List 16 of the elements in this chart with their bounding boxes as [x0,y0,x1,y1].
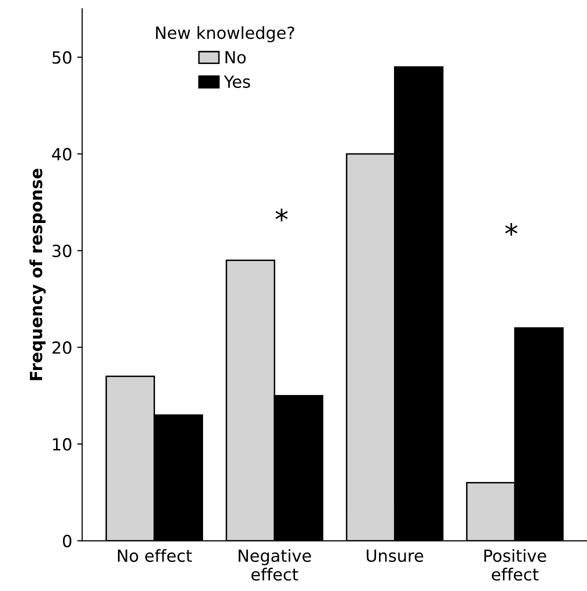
annotation: * [275,208,288,222]
x-tick-label: No effect [118,549,192,562]
legend-title: New knowledge? [156,26,294,42]
x-tick-label: Negative effect [238,549,311,581]
y-tick-label: 20 [52,341,72,354]
legend-label: Yes [224,76,250,88]
y-tick-label: 50 [52,51,72,64]
y-tick-label: 10 [53,438,72,451]
legend-label: No [226,51,246,64]
y-tick-label: 0 [62,534,72,548]
y-tick-label: 40 [52,148,72,160]
annotation: * [505,223,518,236]
y-axis-title: Frequency of response [29,168,46,380]
x-tick-label: Positive effect [484,549,546,581]
y-tick-label: 30 [52,244,72,258]
x-tick-label: Unsure [366,550,424,562]
